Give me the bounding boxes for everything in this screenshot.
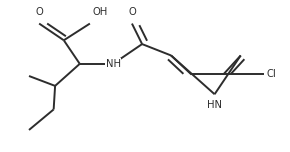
Text: HN: HN [207, 100, 222, 110]
Text: O: O [35, 7, 43, 17]
Text: —: — [16, 71, 26, 81]
Text: NH: NH [106, 59, 121, 69]
Text: Cl: Cl [267, 69, 277, 79]
Text: O: O [128, 7, 136, 17]
Text: OH: OH [93, 7, 108, 17]
